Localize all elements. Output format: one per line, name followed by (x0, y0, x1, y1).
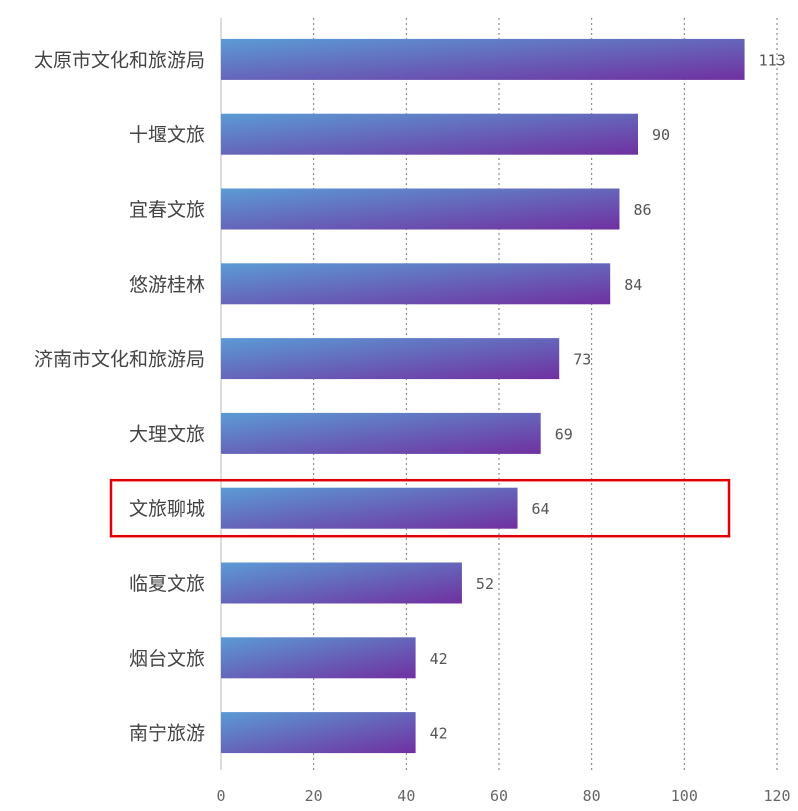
data-label: 73 (573, 351, 591, 369)
bar (221, 412, 541, 454)
bar (221, 38, 745, 80)
bar (221, 637, 416, 679)
x-tick-label: 120 (763, 787, 790, 805)
x-axis-ticks: 0 20 40 60 80 100 120 (216, 787, 790, 805)
x-tick-label: 60 (490, 787, 508, 805)
bar (221, 562, 462, 604)
data-label: 42 (430, 725, 448, 743)
highlight-box (109, 478, 731, 538)
bar (221, 113, 638, 155)
category-label: 悠游桂林 (129, 274, 205, 296)
category-label: 临夏文旅 (129, 573, 205, 595)
category-label: 济南市文化和旅游局 (34, 349, 205, 371)
x-tick-label: 0 (216, 787, 225, 805)
data-label: 90 (652, 126, 670, 144)
data-label: 86 (633, 201, 651, 219)
bar (221, 188, 620, 230)
data-label: 64 (532, 500, 550, 518)
x-tick-label: 40 (397, 787, 415, 805)
x-tick-label: 80 (583, 787, 601, 805)
category-label: 南宁旅游 (129, 723, 205, 745)
category-label: 文旅聊城 (129, 498, 205, 520)
data-label: 69 (555, 425, 573, 443)
bar (221, 487, 518, 529)
category-label: 烟台文旅 (129, 648, 205, 670)
category-label: 十堰文旅 (129, 124, 205, 146)
bar (221, 263, 611, 305)
data-label: 52 (476, 575, 494, 593)
x-tick-label: 100 (671, 787, 698, 805)
data-label: 84 (624, 276, 642, 294)
category-label: 太原市文化和旅游局 (34, 49, 205, 71)
value-labels: 113 90 86 84 73 69 64 52 42 42 (430, 51, 786, 742)
bar (221, 338, 560, 380)
bar (221, 712, 416, 754)
category-label: 大理文旅 (129, 423, 205, 445)
x-tick-label: 20 (305, 787, 323, 805)
category-labels: 太原市文化和旅游局十堰文旅宜春文旅悠游桂林济南市文化和旅游局大理文旅文旅聊城临夏… (34, 49, 205, 744)
data-label: 113 (759, 51, 786, 69)
bars (221, 38, 745, 754)
data-label: 42 (430, 650, 448, 668)
category-label: 宜春文旅 (129, 199, 205, 221)
